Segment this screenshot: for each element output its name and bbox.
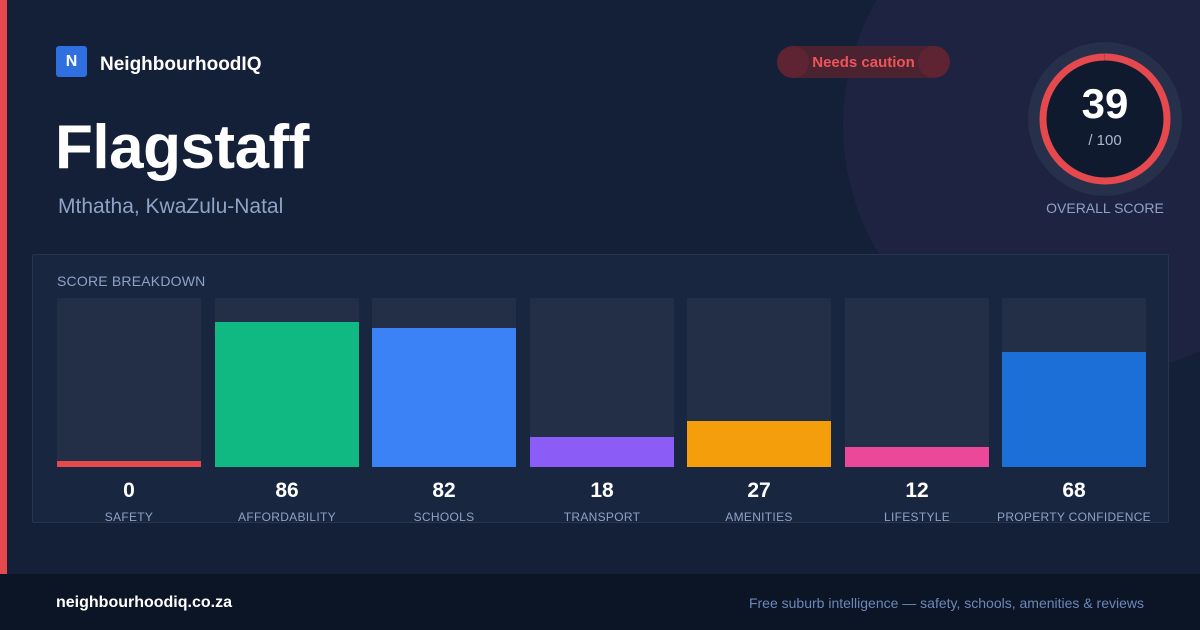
bar-track bbox=[372, 298, 516, 467]
bar-track bbox=[530, 298, 674, 467]
bar-value: 12 bbox=[905, 479, 929, 502]
footer-domain: neighbourhoodiq.co.za bbox=[56, 594, 232, 611]
brand-logo-icon: N bbox=[56, 46, 87, 77]
bar-fill bbox=[687, 421, 831, 467]
bar-fill bbox=[845, 447, 989, 467]
bar-value: 68 bbox=[1062, 479, 1086, 502]
bar-value: 86 bbox=[275, 479, 299, 502]
accent-bar bbox=[0, 0, 7, 574]
brand-name: NeighbourhoodIQ bbox=[100, 53, 262, 75]
footer: neighbourhoodiq.co.za Free suburb intell… bbox=[0, 574, 1200, 630]
bar-fill bbox=[530, 437, 674, 467]
bar-track bbox=[845, 298, 989, 467]
bar-fill bbox=[57, 461, 201, 467]
bar-value: 0 bbox=[123, 479, 135, 502]
brand: N NeighbourhoodIQ bbox=[56, 46, 261, 77]
bar-fill bbox=[1002, 352, 1146, 467]
bar-value: 82 bbox=[432, 479, 456, 502]
bar-track bbox=[215, 298, 359, 467]
status-badge: Needs caution bbox=[777, 46, 950, 78]
footer-tagline: Free suburb intelligence — safety, schoo… bbox=[748, 595, 1144, 611]
score-breakdown-title: SCORE BREAKDOWN bbox=[57, 273, 206, 289]
bar-track bbox=[1002, 298, 1146, 467]
bar-fill bbox=[372, 328, 516, 467]
region-subtitle: Mthatha, KwaZulu-Natal bbox=[58, 195, 284, 218]
bar-label: AMENITIES bbox=[725, 510, 793, 524]
bar-fill bbox=[215, 322, 359, 467]
bar-label: TRANSPORT bbox=[563, 510, 641, 524]
bar-label: SCHOOLS bbox=[413, 510, 475, 524]
overall-score-value: 39 bbox=[1081, 80, 1129, 127]
overall-score-gauge: 39 / 100 bbox=[1028, 42, 1182, 196]
bar-label: PROPERTY CONFIDENCE bbox=[997, 510, 1151, 524]
bar-value: 27 bbox=[747, 479, 771, 502]
bar-value: 18 bbox=[590, 479, 614, 502]
score-breakdown-panel: SCORE BREAKDOWN 0 SAFETY 86 AFFORDABILITY 82… bbox=[32, 254, 1169, 524]
bar-label: LIFESTYLE bbox=[883, 510, 951, 524]
bar-label: SAFETY bbox=[104, 510, 154, 524]
bar-track bbox=[57, 298, 201, 467]
bar-track bbox=[687, 298, 831, 467]
page-title: Flagstaff bbox=[55, 113, 309, 182]
overall-score-denominator: / 100 bbox=[1088, 132, 1122, 149]
status-badge-label: Needs caution bbox=[812, 53, 915, 71]
overall-score-label: OVERALL SCORE bbox=[1046, 200, 1164, 216]
bar-label: AFFORDABILITY bbox=[238, 510, 336, 524]
score-ring-icon bbox=[1028, 42, 1182, 196]
